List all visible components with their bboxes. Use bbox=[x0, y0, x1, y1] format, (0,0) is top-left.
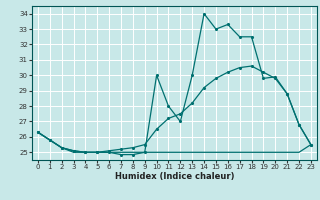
X-axis label: Humidex (Indice chaleur): Humidex (Indice chaleur) bbox=[115, 172, 234, 181]
